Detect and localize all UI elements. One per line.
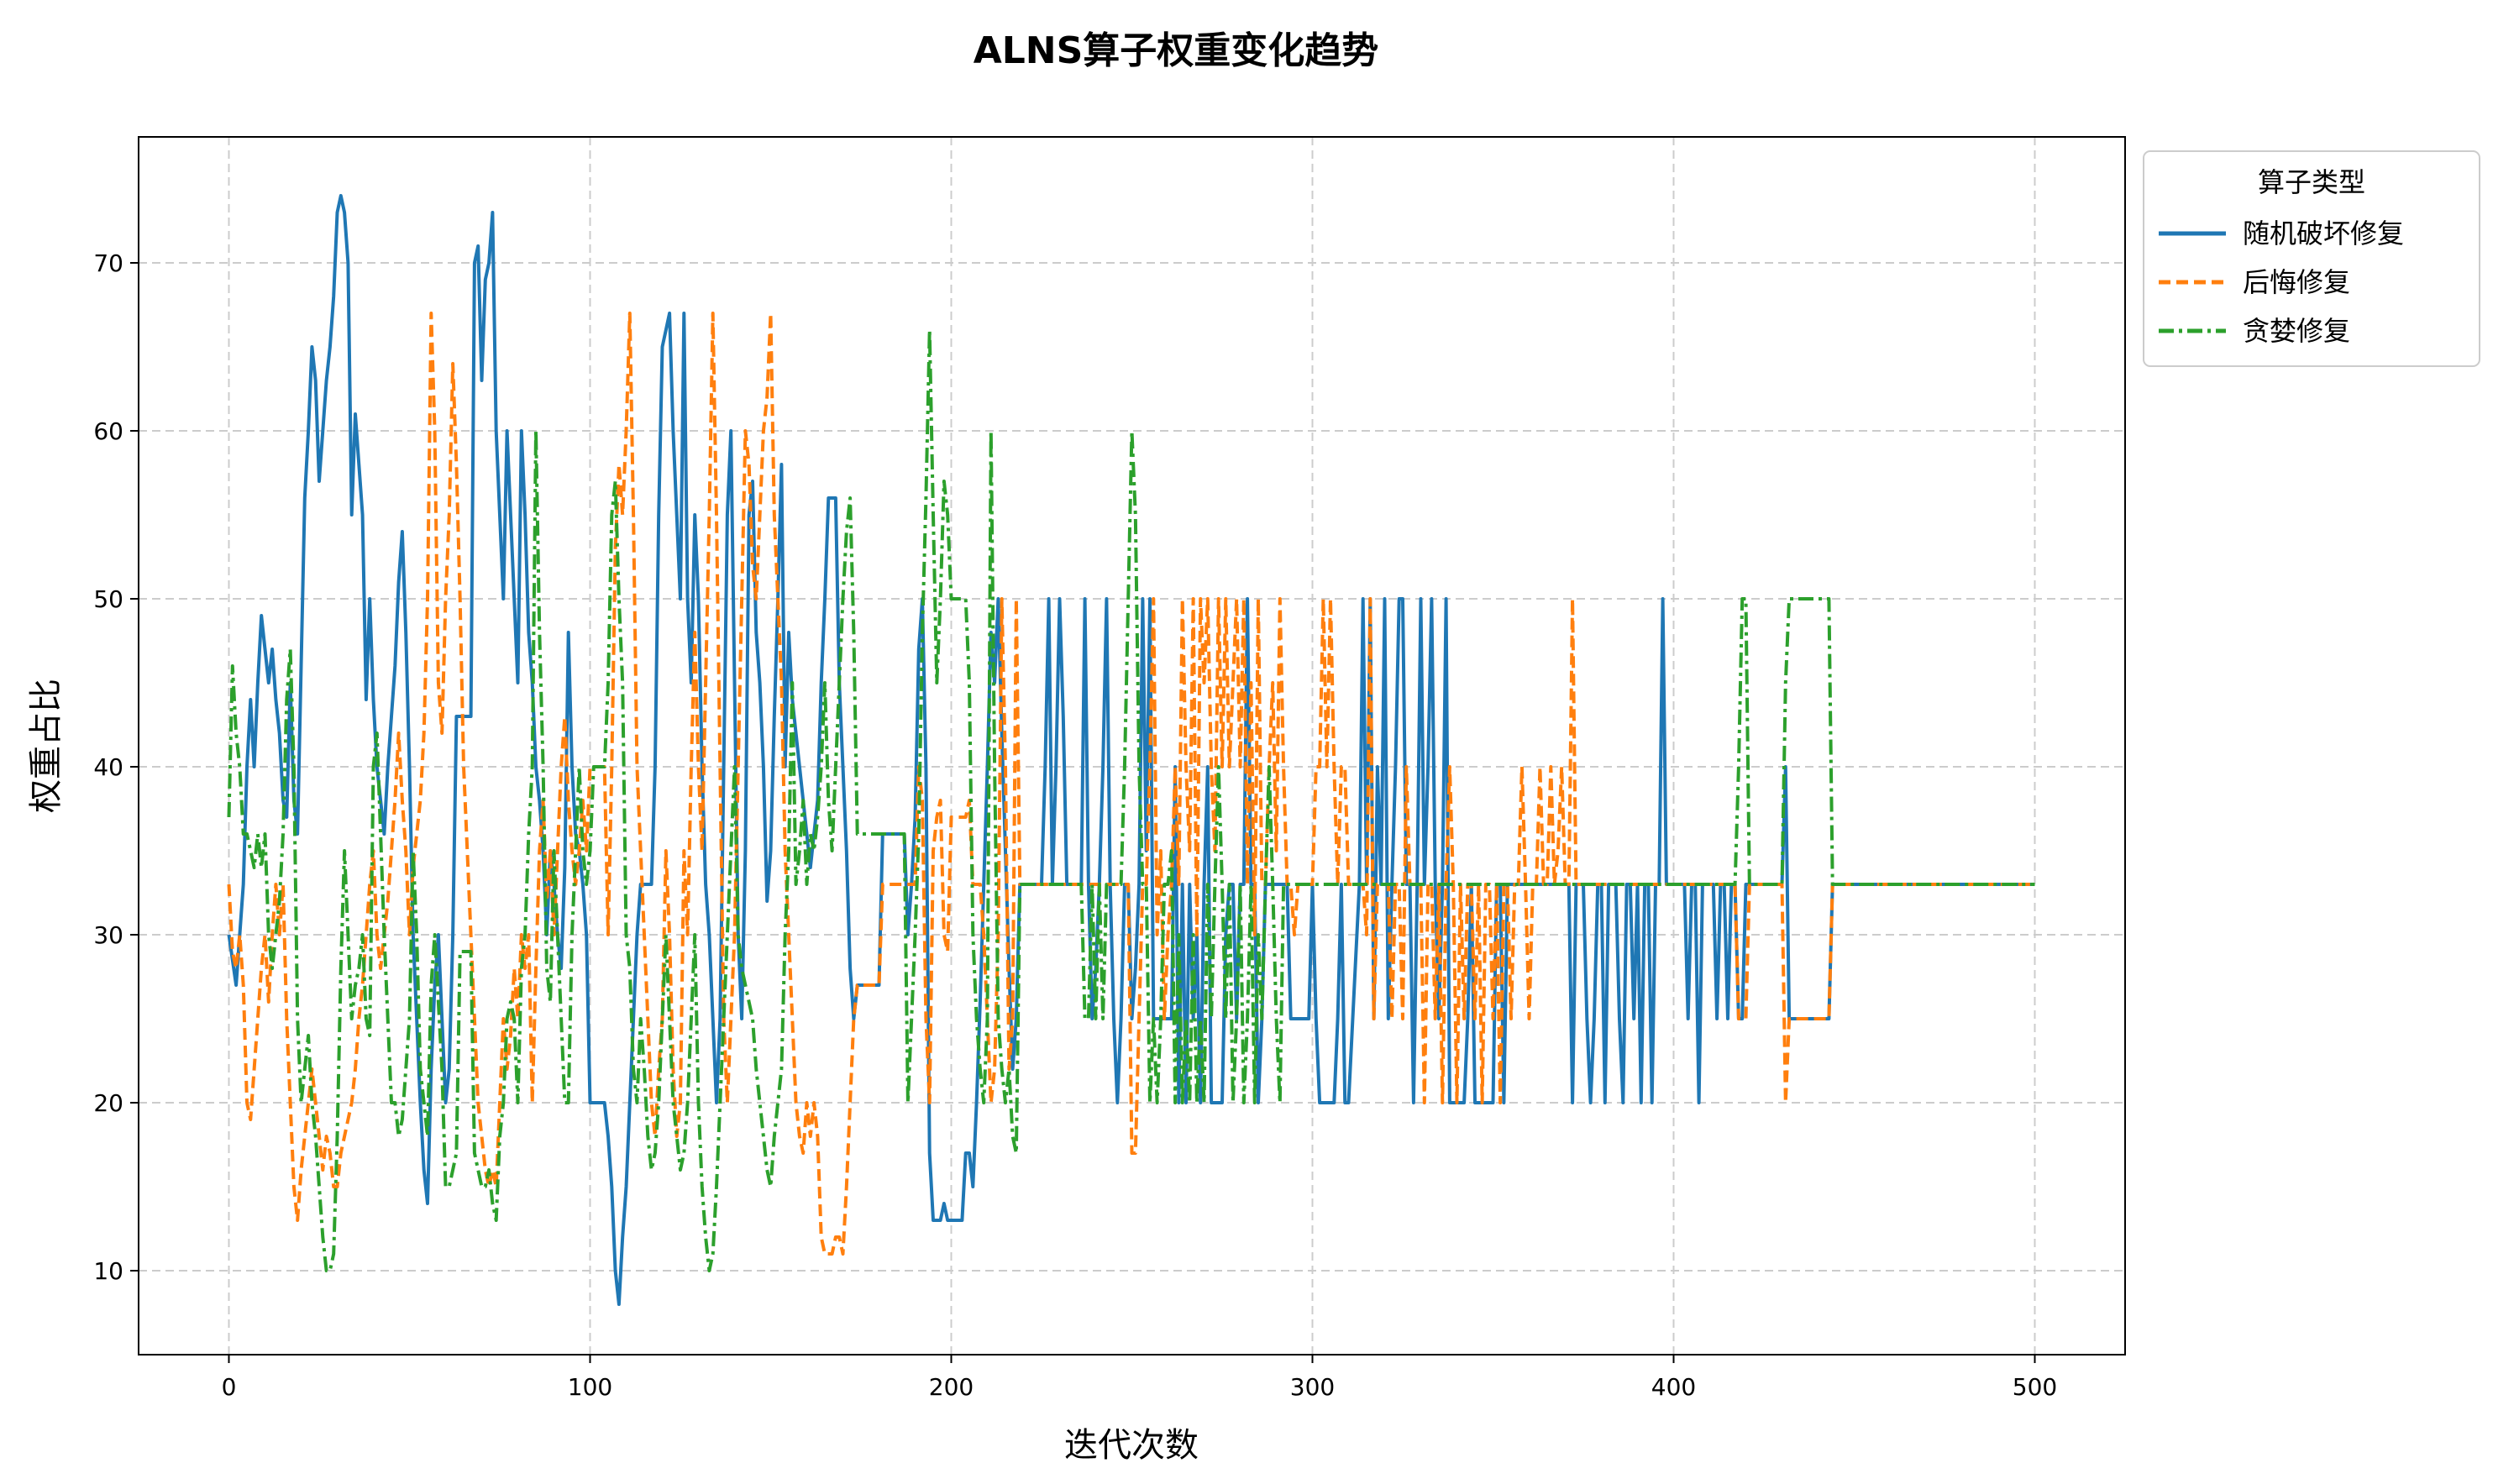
legend-box bbox=[2143, 150, 2480, 367]
series-line-3 bbox=[227, 328, 2035, 1272]
legend-label-1: 随机破坏修复 bbox=[2243, 218, 2404, 249]
y-tick-label: 10 bbox=[93, 1257, 123, 1285]
x-tick-label: 100 bbox=[568, 1373, 612, 1401]
y-tick-label: 70 bbox=[93, 249, 123, 277]
y-tick-label: 20 bbox=[93, 1089, 123, 1117]
x-ticks: 0 100 200 300 400 500 bbox=[222, 1355, 2057, 1401]
x-tick-label: 400 bbox=[1651, 1373, 1696, 1401]
y-axis-label: 权重占比 bbox=[27, 679, 66, 813]
x-axis-label: 迭代次数 bbox=[1064, 1426, 1199, 1465]
plot-frame bbox=[138, 136, 2126, 1356]
y-ticks: 10 20 30 40 50 60 70 bbox=[93, 249, 139, 1285]
grid-layer bbox=[139, 137, 2125, 1355]
legend-title: 算子类型 bbox=[2258, 166, 2365, 198]
legend-label-3: 贪婪修复 bbox=[2243, 315, 2350, 347]
y-tick-label: 50 bbox=[93, 585, 123, 613]
chart-title: ALNS算子权重变化趋势 bbox=[974, 29, 1379, 72]
legend-label-2: 后悔修复 bbox=[2243, 266, 2350, 298]
x-tick-label: 500 bbox=[2013, 1373, 2057, 1401]
y-tick-label: 40 bbox=[93, 753, 123, 781]
y-tick-label: 30 bbox=[93, 921, 123, 949]
x-tick-label: 300 bbox=[1290, 1373, 1335, 1401]
x-tick-label: 200 bbox=[929, 1373, 974, 1401]
y-tick-label: 60 bbox=[93, 417, 123, 445]
series-layer bbox=[227, 194, 2035, 1306]
x-tick-label: 0 bbox=[222, 1373, 237, 1401]
